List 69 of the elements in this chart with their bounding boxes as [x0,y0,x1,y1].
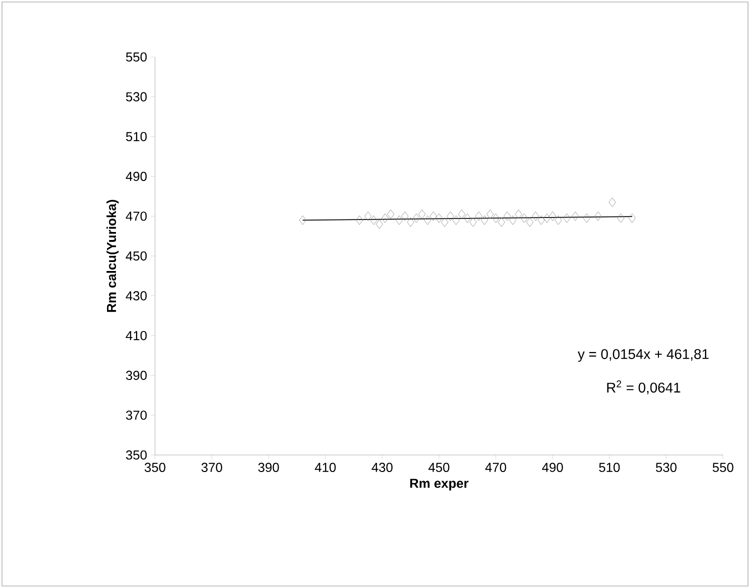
point [520,213,528,223]
x-tick-label: 390 [258,462,279,472]
x-tick-label: 510 [599,462,620,472]
point [424,215,432,225]
y-tick-label: 410 [126,330,147,340]
point [475,211,482,221]
y-tick-label: 390 [126,370,147,380]
point [396,215,403,225]
point [628,213,636,223]
x-axis-title: Rm exper [410,478,468,490]
point [387,210,394,219]
point [608,198,616,207]
x-tick-label: 530 [656,462,677,472]
point [364,211,372,221]
x-tick-label: 470 [485,462,506,472]
y-tick-label: 490 [126,172,147,181]
x-tick-label: 550 [712,462,734,472]
point [441,217,448,227]
point [464,213,471,223]
point [381,213,389,223]
point [509,215,516,225]
x-tick-label: 350 [144,462,166,472]
point [538,215,545,225]
y-axis-title: Rm calcu(Yurioka) [106,200,119,312]
x-tick-label: 430 [372,462,393,472]
point [470,217,477,227]
point [498,217,506,227]
point [554,215,562,225]
point [543,213,550,223]
x-tick-label: 450 [428,462,450,472]
y-tick-label: 370 [126,410,147,420]
point [435,213,443,223]
x-tick-label: 370 [201,462,222,472]
point [356,215,364,225]
point [526,217,534,227]
point [549,211,556,221]
point [401,211,408,221]
point [572,211,579,221]
y-tick-label: 450 [126,251,147,261]
x-tick-label: 490 [542,462,563,472]
point [418,210,426,219]
point [376,219,383,229]
point [299,215,306,225]
point [617,213,624,223]
y-tick-label: 510 [126,132,147,142]
y-tick-label: 530 [126,92,147,102]
point [486,210,494,219]
point [412,213,420,223]
point [452,215,460,225]
point [458,210,466,219]
y-tick-label: 550 [126,52,147,62]
point [594,211,602,221]
point [446,211,454,221]
point [532,211,540,221]
annotation: R$^{2}$ = 0,0641 [607,380,680,394]
point [430,211,437,221]
y-tick-label: 470 [126,212,147,221]
point [407,217,414,227]
point [492,213,500,223]
x-tick-label: 410 [314,462,336,472]
point [514,210,522,219]
point [480,215,488,225]
point [370,215,378,225]
point [563,213,570,223]
y-tick-label: 350 [126,450,147,460]
y-tick-label: 430 [126,291,147,300]
point [583,213,590,223]
point [504,211,511,221]
annotation: y = 0,0154x + 461,81 [578,349,709,362]
